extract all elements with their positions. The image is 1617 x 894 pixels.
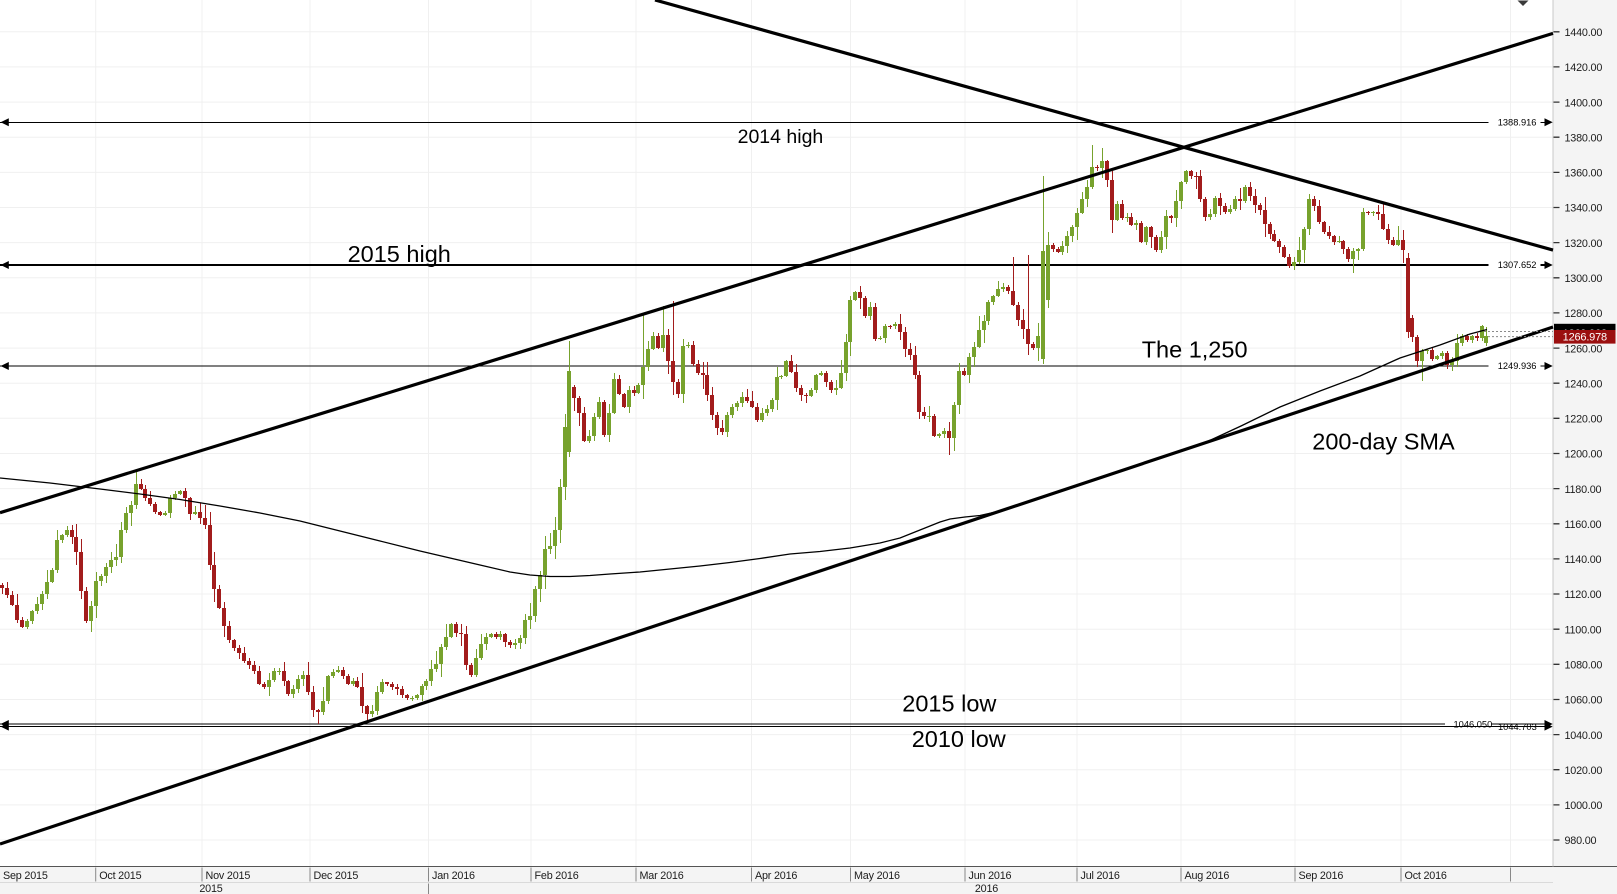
svg-text:1160.00: 1160.00: [1565, 519, 1602, 531]
svg-text:The 1,250: The 1,250: [1142, 337, 1248, 363]
svg-text:1249.936: 1249.936: [1498, 361, 1537, 371]
svg-text:2015 high: 2015 high: [348, 241, 451, 267]
svg-text:1180.00: 1180.00: [1565, 484, 1602, 496]
svg-text:Jul 2016: Jul 2016: [1081, 870, 1120, 882]
svg-text:1120.00: 1120.00: [1565, 589, 1602, 601]
svg-text:Oct 2016: Oct 2016: [1405, 870, 1447, 882]
svg-text:Sep 2015: Sep 2015: [3, 870, 48, 882]
svg-text:2015: 2015: [199, 883, 222, 894]
svg-text:1340.00: 1340.00: [1565, 203, 1603, 215]
svg-text:Jun 2016: Jun 2016: [969, 870, 1012, 882]
svg-text:1320.00: 1320.00: [1565, 238, 1603, 250]
svg-text:200-day SMA: 200-day SMA: [1312, 429, 1455, 455]
svg-text:Oct 2015: Oct 2015: [99, 870, 141, 882]
svg-text:1260.00: 1260.00: [1565, 343, 1603, 355]
svg-text:1388.916: 1388.916: [1498, 118, 1537, 128]
svg-text:1420.00: 1420.00: [1565, 62, 1603, 74]
svg-text:1300.00: 1300.00: [1565, 273, 1603, 285]
svg-text:Mar 2016: Mar 2016: [640, 870, 684, 882]
svg-text:2014 high: 2014 high: [738, 126, 824, 148]
svg-text:Apr 2016: Apr 2016: [755, 870, 797, 882]
svg-text:1280.00: 1280.00: [1565, 308, 1603, 320]
svg-text:Dec 2015: Dec 2015: [314, 870, 359, 882]
svg-text:1100.00: 1100.00: [1565, 624, 1602, 636]
svg-text:Nov 2015: Nov 2015: [206, 870, 251, 882]
svg-text:1044.703: 1044.703: [1498, 722, 1537, 732]
svg-text:1220.00: 1220.00: [1565, 414, 1603, 426]
svg-text:Jan 2016: Jan 2016: [432, 870, 475, 882]
svg-text:2010 low: 2010 low: [912, 726, 1007, 752]
svg-text:1240.00: 1240.00: [1565, 378, 1603, 390]
svg-text:Feb 2016: Feb 2016: [535, 870, 579, 882]
svg-text:Aug 2016: Aug 2016: [1185, 870, 1230, 882]
svg-text:1040.00: 1040.00: [1565, 730, 1603, 742]
svg-text:1000.00: 1000.00: [1565, 800, 1603, 812]
svg-text:May 2016: May 2016: [854, 870, 900, 882]
svg-text:2015 low: 2015 low: [902, 691, 997, 717]
svg-text:1200.00: 1200.00: [1565, 449, 1603, 461]
svg-text:1046.050: 1046.050: [1454, 719, 1493, 729]
svg-text:1020.00: 1020.00: [1565, 765, 1603, 777]
svg-text:1307.652: 1307.652: [1498, 260, 1537, 270]
svg-text:1400.00: 1400.00: [1565, 97, 1603, 109]
svg-text:2016: 2016: [975, 883, 998, 894]
svg-text:1266.978: 1266.978: [1563, 332, 1607, 344]
svg-text:980.00: 980.00: [1565, 835, 1597, 847]
svg-text:1360.00: 1360.00: [1565, 168, 1603, 180]
svg-text:Sep 2016: Sep 2016: [1299, 870, 1344, 882]
svg-text:1140.00: 1140.00: [1565, 554, 1602, 566]
svg-text:1269.908: 1269.908: [1563, 328, 1607, 340]
svg-text:1060.00: 1060.00: [1565, 695, 1603, 707]
svg-text:1440.00: 1440.00: [1565, 27, 1603, 39]
svg-text:1380.00: 1380.00: [1565, 132, 1603, 144]
svg-text:1080.00: 1080.00: [1565, 660, 1603, 672]
